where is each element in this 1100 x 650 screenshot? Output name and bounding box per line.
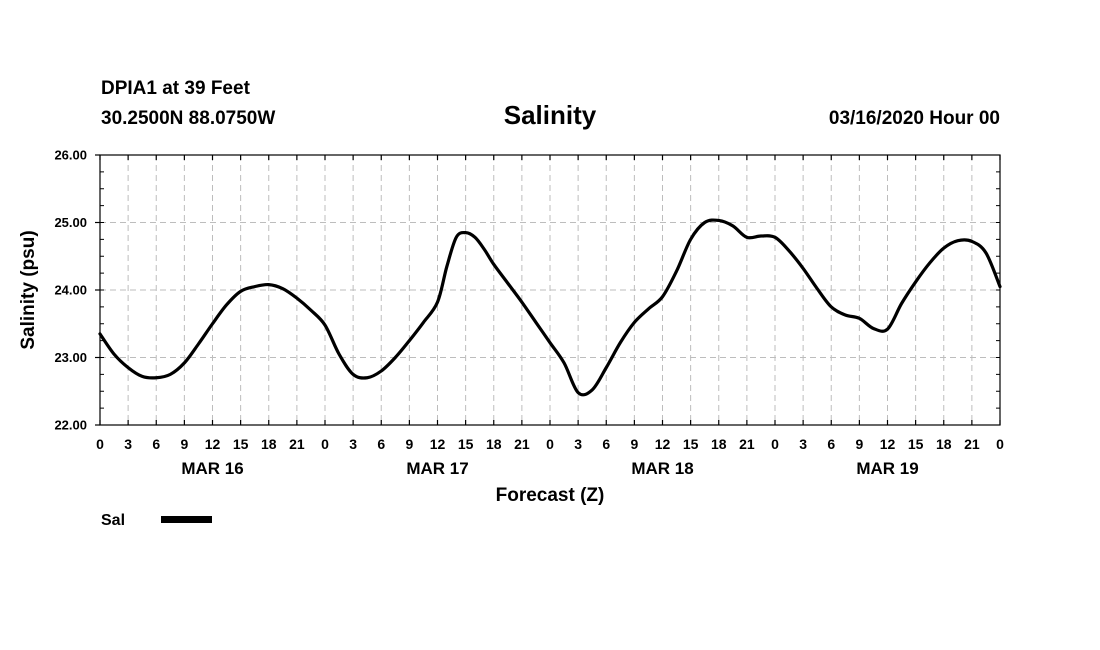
x-tick-label: 9 (405, 436, 413, 452)
x-tick-label: 21 (739, 436, 755, 452)
x-tick-label: 9 (630, 436, 638, 452)
x-tick-label: 12 (655, 436, 671, 452)
x-tick-label: 0 (321, 436, 329, 452)
day-label: MAR 16 (181, 459, 243, 478)
series-layer (98, 218, 1002, 397)
x-tick-label: 3 (799, 436, 807, 452)
forecast-datetime: 03/16/2020 Hour 00 (829, 108, 1000, 129)
y-tick-labels: 22.00 23.00 24.00 25.00 26.00 (54, 148, 87, 433)
x-tick-label: 18 (711, 436, 727, 452)
x-tick-label: 0 (771, 436, 779, 452)
y-tick-label: 24.00 (54, 283, 87, 298)
x-tick-label: 21 (289, 436, 305, 452)
grid (100, 155, 1000, 425)
x-tick-label: 0 (996, 436, 1004, 452)
x-tick-label: 6 (152, 436, 160, 452)
x-tick-label: 3 (124, 436, 132, 452)
x-tick-label: 15 (458, 436, 474, 452)
x-tick-label: 21 (964, 436, 980, 452)
x-tick-label: 15 (908, 436, 924, 452)
y-tick-label: 23.00 (54, 350, 87, 365)
x-tick-label: 3 (574, 436, 582, 452)
day-label: MAR 17 (406, 459, 468, 478)
y-tick-label: 22.00 (54, 418, 87, 433)
day-labels: MAR 16 MAR 17 MAR 18 MAR 19 (181, 459, 918, 478)
x-tick-labels: 0 3 6 9 12 15 18 21 0 3 6 9 12 15 18 21 0 3 6 9 12 15 18 21 0 3 6 9… (96, 436, 1004, 452)
station-label: DPIA1 at 39 Feet (101, 78, 251, 99)
coordinates-label: 30.2500N 88.0750W (101, 108, 275, 129)
x-tick-label: 12 (205, 436, 221, 452)
day-label: MAR 18 (631, 459, 693, 478)
x-tick-label: 6 (827, 436, 835, 452)
y-tick-label: 26.00 (54, 148, 87, 163)
x-tick-label: 15 (233, 436, 249, 452)
y-tick-label: 25.00 (54, 215, 87, 230)
x-tick-label: 18 (261, 436, 277, 452)
x-tick-label: 9 (180, 436, 188, 452)
y-axis-title: Salinity (psu) (18, 230, 39, 349)
x-tick-label: 12 (880, 436, 896, 452)
x-tick-label: 18 (936, 436, 952, 452)
x-tick-label: 6 (377, 436, 385, 452)
x-axis-title: Forecast (Z) (496, 485, 605, 506)
day-label: MAR 19 (856, 459, 918, 478)
axis-ticks (95, 154, 1001, 426)
x-tick-label: 15 (683, 436, 699, 452)
x-tick-label: 0 (96, 436, 104, 452)
x-tick-label: 0 (546, 436, 554, 452)
legend: Sal (101, 512, 212, 529)
series-line-sal (98, 218, 1002, 397)
x-tick-label: 3 (349, 436, 357, 452)
x-tick-label: 18 (486, 436, 502, 452)
legend-label-sal: Sal (101, 512, 125, 529)
x-tick-label: 6 (602, 436, 610, 452)
chart-title: Salinity (504, 100, 597, 130)
legend-swatch-sal (161, 516, 212, 523)
x-tick-label: 21 (514, 436, 530, 452)
x-tick-label: 9 (855, 436, 863, 452)
x-tick-label: 12 (430, 436, 446, 452)
